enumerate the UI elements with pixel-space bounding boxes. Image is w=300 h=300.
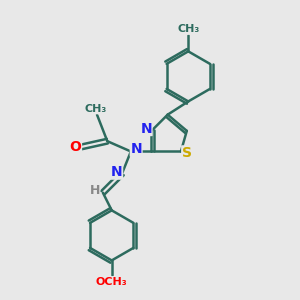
Text: OCH₃: OCH₃ (96, 277, 128, 286)
Text: N: N (130, 142, 142, 156)
Text: N: N (111, 165, 122, 179)
Text: CH₃: CH₃ (177, 24, 200, 34)
Text: N: N (140, 122, 152, 136)
Text: O: O (70, 140, 81, 154)
Text: S: S (182, 146, 192, 160)
Text: CH₃: CH₃ (84, 104, 107, 114)
Text: H: H (89, 184, 100, 197)
